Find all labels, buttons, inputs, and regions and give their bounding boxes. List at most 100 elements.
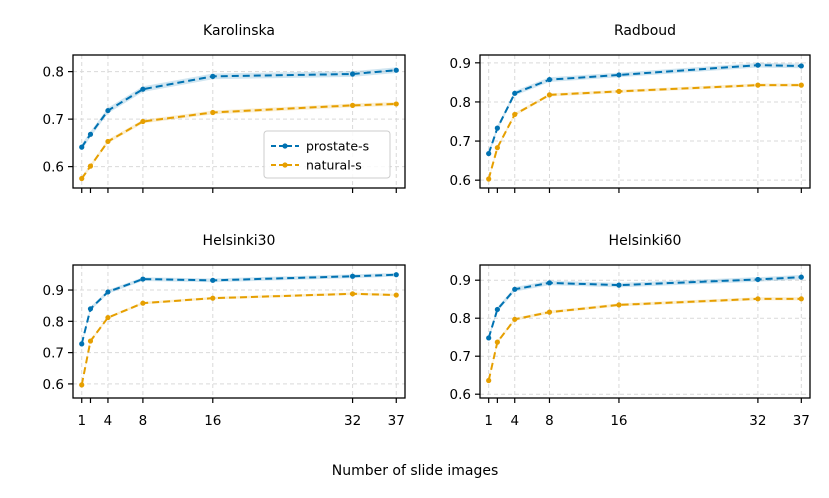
legend-marker (282, 143, 288, 149)
data-point-prostate-s (79, 341, 85, 347)
series-line-natural-s (487, 297, 802, 381)
chart-panel-helsinki30: Helsinki30 0.6 0.7 0.8 0.9 1 4 8 16 32 37 (43, 233, 406, 429)
data-point-natural-s (512, 316, 518, 322)
data-point-prostate-s (210, 277, 216, 283)
x-tick-label: 8 (139, 413, 148, 429)
data-point-prostate-s (140, 276, 146, 282)
x-tick-label: 37 (793, 413, 810, 429)
legend-marker (282, 162, 288, 168)
data-point-natural-s (349, 102, 356, 108)
data-point-natural-s (105, 138, 111, 145)
data-point-prostate-s (616, 72, 622, 78)
series-band-natural-s (488, 297, 802, 383)
data-point-natural-s (755, 82, 761, 88)
data-point-natural-s (393, 292, 399, 298)
x-axis-label: Number of slide images (332, 463, 499, 479)
data-point-prostate-s (393, 67, 399, 73)
data-point-prostate-s (755, 276, 761, 283)
y-tick-label: 0.7 (450, 134, 471, 150)
series-line-prostate-s (487, 64, 802, 154)
data-point-natural-s (87, 163, 94, 169)
data-point-natural-s (486, 176, 492, 182)
data-point-prostate-s (494, 306, 500, 313)
data-point-natural-s (79, 175, 85, 182)
x-tick-label: 4 (104, 413, 113, 429)
y-tick-label: 0.6 (43, 377, 64, 393)
data-point-natural-s (798, 296, 804, 302)
series-band-prostate-s (488, 62, 802, 156)
data-point-prostate-s (349, 273, 356, 279)
panel-title: Radboud (614, 23, 676, 39)
series-band-prostate-s (81, 67, 397, 150)
y-tick-label: 0.7 (43, 112, 64, 128)
data-point-prostate-s (798, 274, 804, 280)
chart-panel-karolinska: Karolinska 0.6 0.7 0.8 prostate-s natural-s (43, 23, 406, 193)
data-point-prostate-s (105, 289, 111, 295)
chart-panel-radboud: Radboud 0.6 0.7 0.8 0.9 (450, 23, 811, 193)
panel-title: Karolinska (203, 23, 275, 39)
data-point-natural-s (140, 300, 146, 306)
series-band-natural-s (488, 83, 802, 181)
panel-title: Helsinki60 (609, 233, 682, 249)
data-point-natural-s (393, 101, 399, 107)
data-point-prostate-s (393, 272, 399, 278)
data-point-natural-s (616, 88, 622, 94)
data-point-prostate-s (546, 280, 553, 286)
data-point-prostate-s (798, 63, 804, 69)
y-tick-label: 0.6 (450, 387, 471, 403)
data-point-natural-s (210, 295, 216, 301)
data-point-natural-s (105, 314, 111, 321)
plot-frame (72, 54, 406, 189)
y-tick-label: 0.9 (43, 283, 64, 299)
data-point-natural-s (494, 339, 500, 345)
x-tick-label: 4 (510, 413, 519, 429)
data-point-prostate-s (79, 144, 85, 150)
x-tick-label: 16 (610, 413, 627, 429)
x-tick-label: 16 (204, 413, 221, 429)
data-point-prostate-s (512, 90, 518, 96)
data-point-prostate-s (486, 335, 492, 341)
data-point-prostate-s (349, 71, 356, 77)
data-point-natural-s (512, 111, 518, 118)
data-point-prostate-s (210, 73, 216, 79)
y-tick-label: 0.8 (450, 95, 471, 111)
data-point-prostate-s (87, 131, 94, 137)
x-tick-label: 1 (484, 413, 493, 429)
legend-label: natural-s (306, 158, 362, 173)
data-point-natural-s (349, 291, 356, 297)
series-line-natural-s (487, 84, 802, 180)
data-point-prostate-s (486, 150, 492, 157)
data-point-natural-s (210, 109, 216, 116)
x-tick-label: 32 (749, 413, 766, 429)
data-point-natural-s (546, 92, 553, 98)
data-point-prostate-s (616, 282, 622, 288)
data-point-prostate-s (87, 306, 94, 312)
data-point-natural-s (79, 382, 85, 388)
plot-frame (479, 54, 811, 189)
legend-label: prostate-s (306, 139, 369, 154)
data-point-natural-s (87, 338, 94, 344)
data-point-prostate-s (140, 86, 146, 92)
y-tick-label: 0.8 (450, 311, 471, 327)
panel-title: Helsinki30 (203, 233, 276, 249)
x-tick-label: 1 (77, 413, 86, 429)
data-point-natural-s (755, 296, 761, 302)
y-tick-label: 0.6 (450, 173, 471, 189)
data-point-natural-s (140, 118, 146, 125)
y-tick-label: 0.8 (43, 314, 64, 330)
x-tick-label: 32 (344, 413, 361, 429)
series-line-natural-s (80, 292, 397, 386)
data-point-natural-s (616, 302, 622, 308)
plot-frame (72, 264, 406, 399)
chart-panel-helsinki60: Helsinki60 0.6 0.7 0.8 0.9 1 4 8 16 32 37 (450, 233, 811, 429)
data-point-prostate-s (494, 125, 500, 131)
y-tick-label: 0.7 (43, 346, 64, 362)
data-point-natural-s (494, 145, 500, 151)
data-point-natural-s (798, 82, 804, 88)
x-tick-label: 8 (545, 413, 554, 429)
data-point-natural-s (486, 377, 492, 384)
data-point-natural-s (546, 309, 553, 315)
series-band-natural-s (81, 292, 397, 387)
plot-frame (479, 264, 811, 399)
data-point-prostate-s (546, 77, 553, 83)
